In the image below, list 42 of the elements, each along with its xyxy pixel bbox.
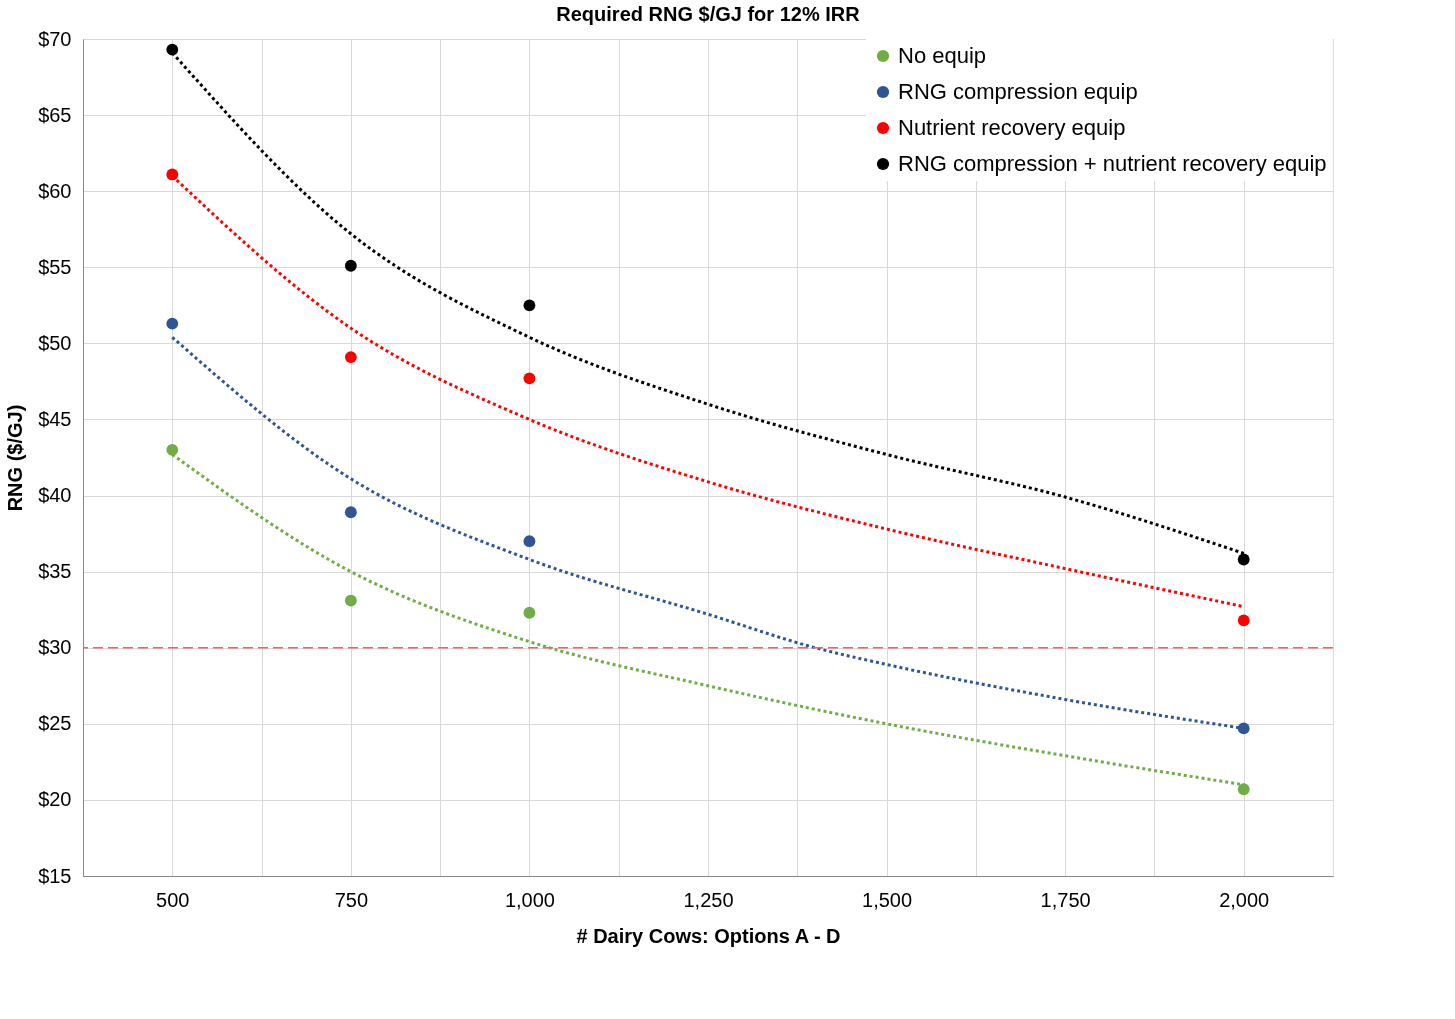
- y-tick-label: $35: [38, 560, 72, 583]
- x-tick-label: 1,750: [1040, 888, 1091, 911]
- y-tick-label: $70: [38, 27, 72, 50]
- x-tick-label: 750: [334, 888, 369, 911]
- y-tick-label: $65: [38, 103, 72, 126]
- point: [1237, 614, 1250, 627]
- y-tick-label: $55: [38, 255, 72, 278]
- y-tick-label: $45: [38, 407, 72, 430]
- point: [344, 506, 357, 519]
- x-tick-label: 500: [156, 888, 190, 911]
- chart-title: Required RNG $/GJ for 12% IRR: [556, 3, 861, 25]
- point: [166, 43, 179, 56]
- x-tick-label: 1,500: [862, 888, 913, 911]
- point: [344, 259, 357, 272]
- point: [166, 443, 179, 456]
- point: [166, 168, 179, 181]
- y-tick-label: $60: [38, 179, 72, 202]
- point: [523, 535, 536, 548]
- y-axis-title: RNG ($/GJ): [4, 404, 27, 512]
- point: [1237, 783, 1250, 796]
- point: [166, 317, 179, 330]
- legend-label: RNG compression + nutrient recovery equip: [898, 151, 1327, 176]
- point: [1237, 722, 1250, 735]
- y-tick-label: $25: [38, 712, 72, 735]
- point: [344, 594, 357, 607]
- y-tick-label: $15: [38, 864, 72, 887]
- point: [344, 351, 357, 363]
- legend-label: No equip: [898, 43, 987, 68]
- y-tick-label: $30: [38, 636, 72, 659]
- legend-label: Nutrient recovery equip: [898, 115, 1126, 140]
- x-tick-label: 1,000: [504, 888, 555, 911]
- y-tick-label: $20: [38, 788, 72, 811]
- y-tick-label: $50: [38, 331, 72, 354]
- point: [1237, 553, 1250, 566]
- x-axis-title: # Dairy Cows: Options A - D: [576, 924, 841, 947]
- point: [523, 606, 536, 619]
- y-tick-label: $40: [38, 484, 72, 507]
- point: [523, 299, 536, 312]
- legend-label: RNG compression equip: [898, 79, 1138, 104]
- x-tick-label: 2,000: [1219, 888, 1270, 911]
- x-tick-label: 1,250: [683, 888, 734, 911]
- point: [523, 372, 536, 385]
